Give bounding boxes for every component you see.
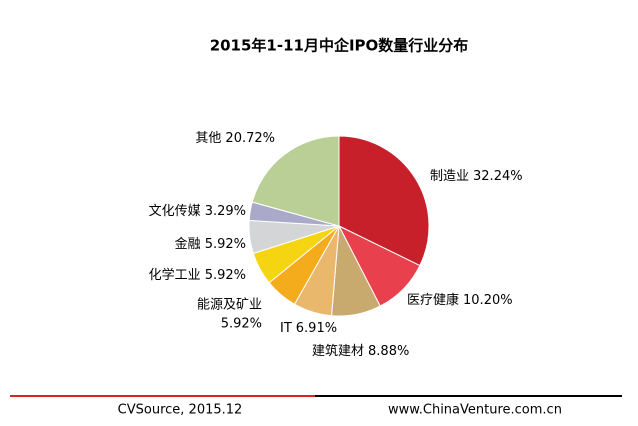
category-label: 建筑建材 — [312, 343, 364, 359]
slice-label: 化学工业 5.92% — [149, 267, 246, 283]
category-label: 其他 — [195, 131, 221, 146]
chart-title: 2015年1-11月中企IPO数量行业分布 — [210, 37, 469, 55]
category-label: 化学工业 — [149, 267, 201, 283]
category-label: IT — [280, 321, 292, 336]
category-label: 医疗健康 — [407, 292, 459, 308]
pie-slice — [251, 135, 340, 227]
value-label: 32.24% — [473, 169, 523, 184]
category-label: 制造业 — [430, 169, 469, 184]
value-label: 5.92% — [221, 317, 262, 332]
value-label: 20.72% — [225, 131, 275, 146]
value-label: 8.88% — [368, 344, 409, 359]
value-label: 3.29% — [205, 204, 246, 219]
value-label: 5.92% — [205, 237, 246, 252]
website: www.ChinaVenture.com.cn — [388, 403, 562, 418]
slice-label: 建筑建材 8.88% — [312, 343, 409, 359]
value-label: 5.92% — [205, 268, 246, 283]
slice-label: 其他 20.72% — [195, 131, 275, 146]
slice-label: IT 6.91% — [280, 321, 337, 336]
slice-label: 能源及矿业 — [197, 298, 262, 313]
value-label: 10.20% — [463, 293, 513, 308]
slice-label: 金融 5.92% — [175, 236, 246, 252]
category-label: 文化传媒 — [149, 204, 201, 219]
category-label: 金融 — [175, 236, 201, 252]
pie-slice — [338, 135, 430, 267]
value-label: 6.91% — [296, 321, 337, 336]
slice-label: 制造业 32.24% — [430, 169, 523, 184]
slice-label: 文化传媒 3.29% — [149, 204, 246, 219]
source: CVSource, 2015.12 — [118, 403, 243, 418]
slice-label: 医疗健康 10.20% — [407, 292, 513, 308]
